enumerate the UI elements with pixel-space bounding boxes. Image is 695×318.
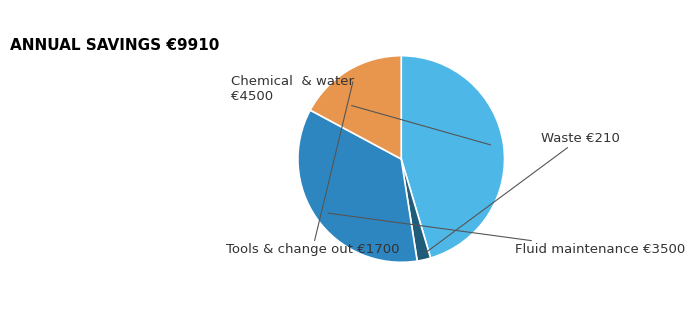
- Text: Fluid maintenance €3500: Fluid maintenance €3500: [328, 213, 685, 256]
- Wedge shape: [310, 56, 401, 159]
- Wedge shape: [401, 159, 431, 261]
- Text: Waste €210: Waste €210: [425, 132, 619, 253]
- Text: ANNUAL SAVINGS €9910: ANNUAL SAVINGS €9910: [10, 38, 220, 53]
- Wedge shape: [401, 56, 505, 258]
- Text: Chemical  & water
€4500: Chemical & water €4500: [231, 75, 491, 145]
- Wedge shape: [298, 110, 417, 262]
- Text: Tools & change out €1700: Tools & change out €1700: [226, 82, 399, 256]
